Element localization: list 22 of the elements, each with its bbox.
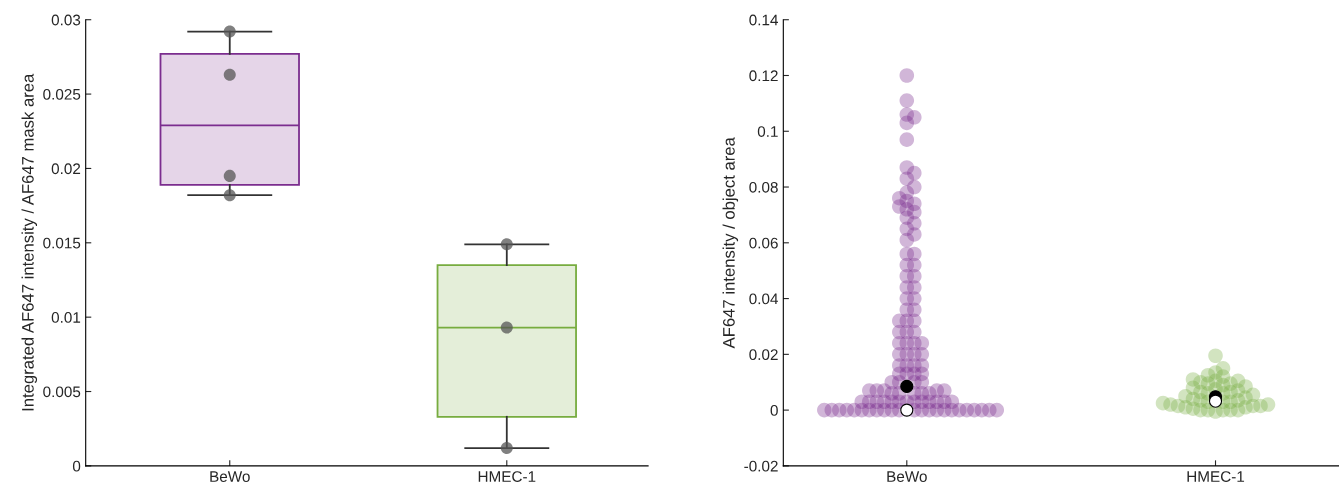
- y-axis-title: Integrated AF647 intensity / AF647 mask area: [21, 73, 38, 411]
- y-tick-label: 0.1: [757, 126, 778, 137]
- y-tick-label: 0.04: [749, 293, 779, 305]
- y-tick-label: 0.06: [749, 237, 778, 249]
- y-tick-label: 0.08: [749, 181, 778, 193]
- x-tick-label: HMEC-1: [1187, 471, 1245, 482]
- y-tick-label: 0.025: [43, 88, 81, 100]
- y-axis-title: AF647 intensity / object area: [722, 137, 739, 349]
- y-tick-label: 0.01: [51, 312, 81, 323]
- x-tick-label: HMEC-1: [478, 471, 536, 482]
- x-tick-label: BeWo: [887, 471, 927, 482]
- y-tick-label: 0.02: [749, 349, 778, 361]
- y-tick-label: 0.02: [51, 163, 81, 175]
- y-tick-label: 0.14: [749, 14, 779, 26]
- y-tick-label: 0: [770, 404, 778, 416]
- y-tick-label: 0.005: [43, 386, 81, 398]
- y-tick-label: 0.03: [51, 14, 81, 26]
- y-tick-label: 0.12: [749, 70, 778, 82]
- y-tick-label: 0.015: [43, 237, 81, 249]
- y-tick-label: -0.02: [744, 460, 778, 472]
- x-tick-label: BeWo: [210, 471, 250, 482]
- y-tick-label: 0: [72, 460, 81, 472]
